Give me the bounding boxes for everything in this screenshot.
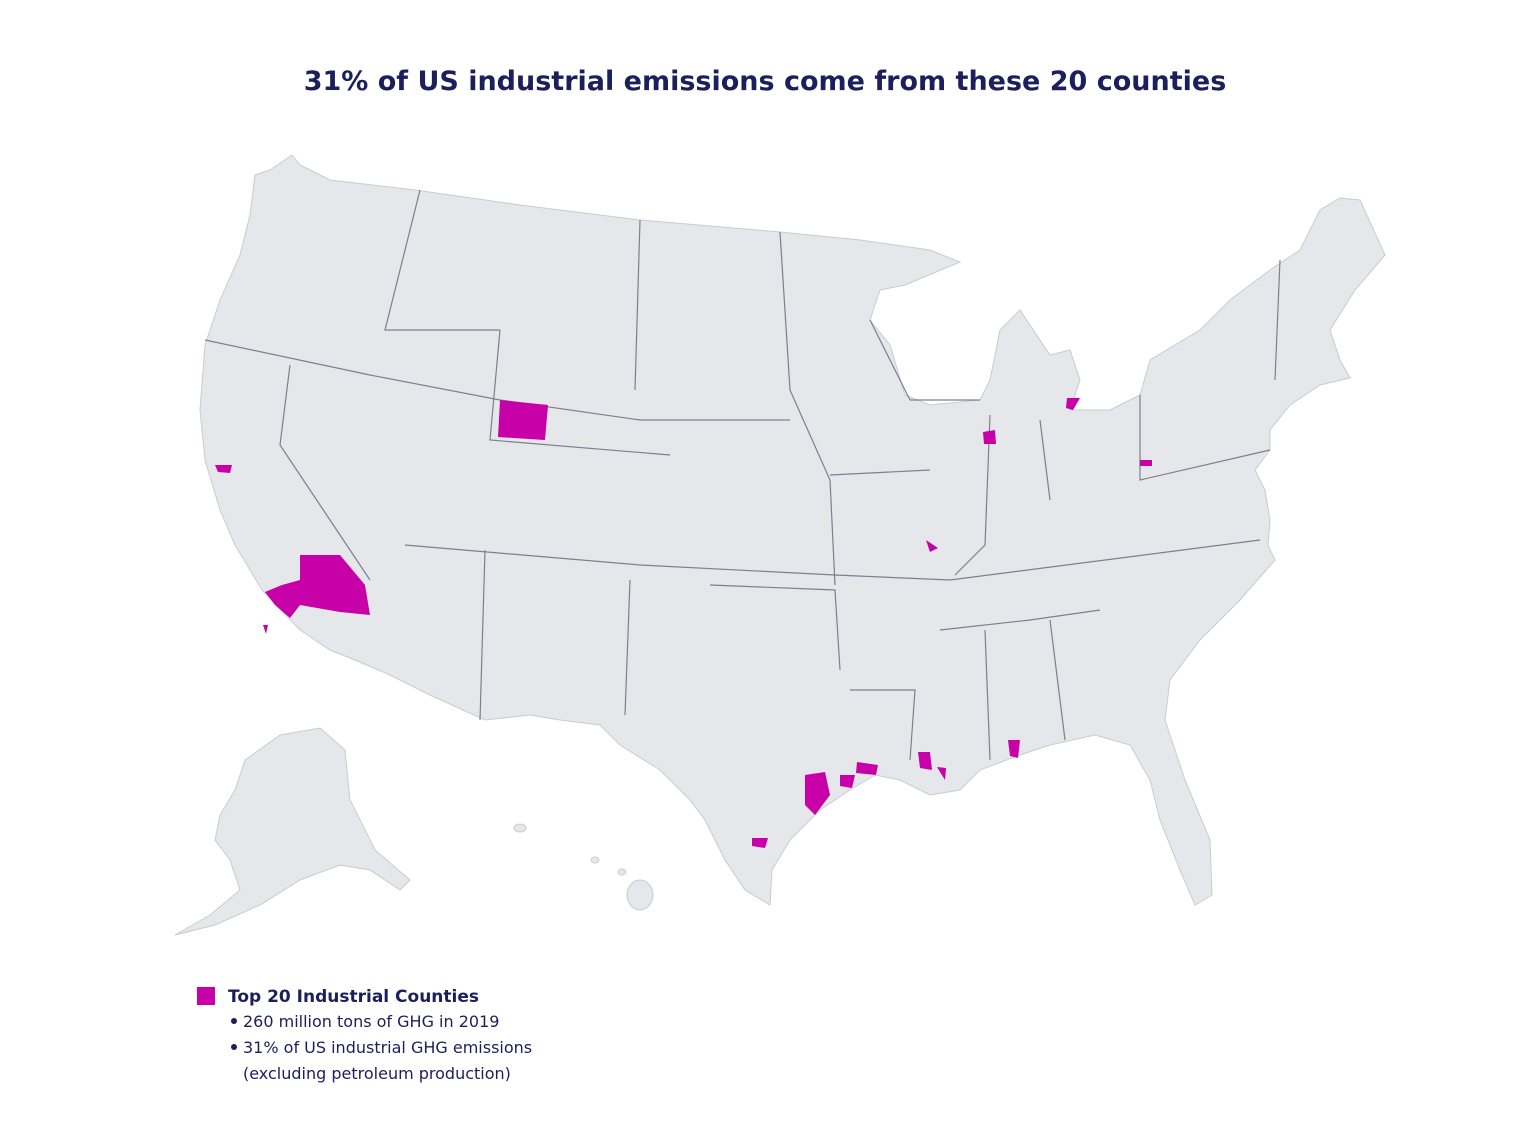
legend-item: 31% of US industrial GHG emissions	[243, 1038, 532, 1057]
county	[983, 430, 996, 444]
legend: Top 20 Industrial Counties 260 million t…	[197, 987, 532, 1083]
hawaii	[626, 879, 654, 911]
bullet	[231, 1018, 237, 1024]
island	[590, 856, 600, 864]
legend-swatch	[197, 987, 215, 1005]
county	[805, 772, 830, 815]
county	[498, 400, 548, 440]
legend-item: (excluding petroleum production)	[243, 1064, 511, 1083]
county	[1008, 740, 1020, 758]
county	[840, 775, 855, 788]
legend-label: Top 20 Industrial Counties	[228, 987, 479, 1007]
us-map	[174, 154, 1386, 936]
contiguous-us	[199, 154, 1386, 906]
county	[263, 625, 268, 634]
county	[752, 838, 768, 848]
map-title: 31% of US industrial emissions come from…	[304, 66, 1227, 97]
legend-item: 260 million tons of GHG in 2019	[243, 1012, 499, 1031]
county	[856, 762, 878, 775]
alaska	[174, 727, 411, 936]
county	[926, 540, 938, 552]
island	[513, 823, 527, 833]
county	[1066, 398, 1080, 410]
county	[215, 465, 232, 473]
county	[1140, 460, 1152, 466]
county	[265, 555, 370, 618]
island	[617, 868, 627, 876]
top-counties	[215, 398, 1152, 848]
bullet	[231, 1044, 237, 1050]
county	[937, 767, 946, 780]
county	[918, 752, 932, 770]
